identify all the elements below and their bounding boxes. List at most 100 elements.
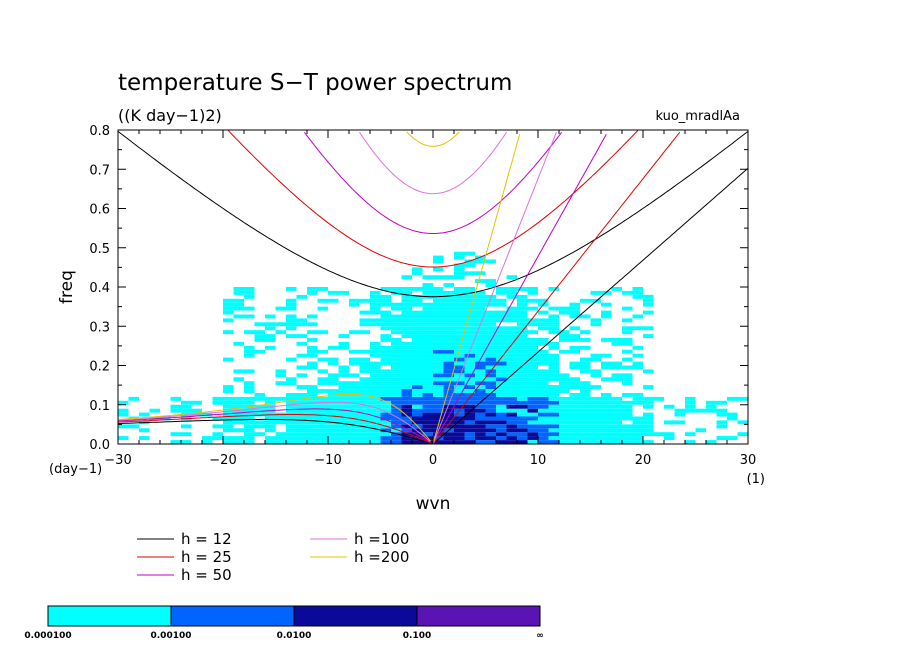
power-cell — [433, 408, 444, 413]
x-tick-label: 10 — [530, 453, 547, 468]
power-cell — [412, 338, 423, 342]
power-cell — [580, 357, 591, 362]
power-cell — [233, 287, 244, 291]
power-cell — [643, 432, 654, 437]
power-cell — [391, 287, 402, 291]
power-cell — [317, 436, 328, 440]
power-cell — [485, 330, 496, 335]
power-cell — [622, 349, 633, 354]
power-cell — [286, 393, 297, 397]
power-cell — [590, 404, 601, 409]
power-cell — [517, 440, 528, 444]
power-cell — [464, 428, 475, 433]
power-cell — [223, 396, 234, 401]
power-cell — [517, 369, 528, 374]
power-cell — [506, 314, 517, 319]
power-cell — [401, 341, 412, 346]
y-tick-label: 0.5 — [89, 242, 110, 257]
power-cell — [254, 420, 265, 425]
power-cell — [359, 318, 370, 323]
power-cell — [506, 416, 517, 421]
power-cell — [454, 381, 465, 386]
power-cell — [391, 404, 402, 409]
power-cell — [370, 345, 381, 350]
power-cell — [181, 400, 192, 405]
power-cell — [317, 287, 328, 291]
power-cell — [475, 412, 486, 417]
power-cell — [475, 436, 486, 440]
power-cell — [485, 310, 496, 315]
power-cell — [443, 393, 454, 397]
power-cell — [559, 377, 570, 382]
power-cell — [548, 420, 559, 425]
power-cell — [296, 322, 307, 327]
power-cell — [464, 314, 475, 319]
power-cell — [506, 345, 517, 350]
power-cell — [433, 377, 444, 382]
power-cell — [422, 369, 433, 374]
power-cell — [475, 314, 486, 319]
power-cell — [443, 349, 454, 354]
power-cell — [338, 373, 349, 378]
power-cell — [223, 318, 234, 323]
power-cell — [464, 361, 475, 366]
power-cell — [716, 408, 727, 413]
power-cell — [643, 326, 654, 331]
legend-label: h = 50 — [181, 566, 232, 584]
power-cell — [328, 361, 339, 366]
power-cell — [349, 385, 360, 389]
power-cell — [559, 424, 570, 429]
power-cell — [223, 428, 234, 433]
power-cell — [443, 408, 454, 413]
power-cell — [433, 290, 444, 295]
power-cell — [559, 436, 570, 440]
power-cell — [622, 393, 633, 397]
power-cell — [590, 440, 601, 444]
power-cell — [244, 290, 255, 295]
power-cell — [265, 428, 276, 433]
power-cell — [223, 424, 234, 429]
power-cell — [359, 408, 370, 413]
power-cell — [265, 440, 276, 444]
power-cell — [485, 373, 496, 378]
power-cell — [286, 420, 297, 425]
power-cell — [496, 416, 507, 421]
power-cell — [265, 326, 276, 331]
power-cell — [275, 396, 286, 401]
power-cell — [538, 298, 549, 303]
power-cell — [737, 420, 748, 425]
power-cell — [538, 353, 549, 358]
power-cell — [401, 396, 412, 401]
power-cell — [601, 302, 612, 307]
power-cell — [254, 412, 265, 417]
power-cell — [170, 432, 181, 437]
power-cell — [454, 267, 465, 272]
power-cell — [485, 259, 496, 264]
power-cell — [611, 396, 622, 401]
power-cell — [391, 365, 402, 370]
power-cell — [307, 345, 318, 350]
power-cell — [328, 298, 339, 303]
power-cell — [559, 381, 570, 386]
power-cell — [433, 393, 444, 397]
power-cell — [244, 408, 255, 413]
power-cell — [422, 408, 433, 413]
power-cell — [538, 412, 549, 417]
power-cell — [328, 428, 339, 433]
power-cell — [191, 408, 202, 413]
power-cell — [664, 404, 675, 409]
power-cell — [328, 436, 339, 440]
power-cell — [223, 310, 234, 315]
colorbar: 0.000100 0.00100 0.0100 0.100 ∞ — [24, 605, 544, 641]
power-cell — [370, 400, 381, 405]
power-cell — [391, 306, 402, 311]
power-cell — [538, 396, 549, 401]
power-cell — [307, 353, 318, 358]
power-cell — [475, 428, 486, 433]
power-cell — [454, 389, 465, 393]
power-cell — [622, 408, 633, 413]
power-cell — [643, 334, 654, 338]
power-cell — [517, 420, 528, 425]
power-cell — [359, 396, 370, 401]
power-cell — [716, 420, 727, 425]
